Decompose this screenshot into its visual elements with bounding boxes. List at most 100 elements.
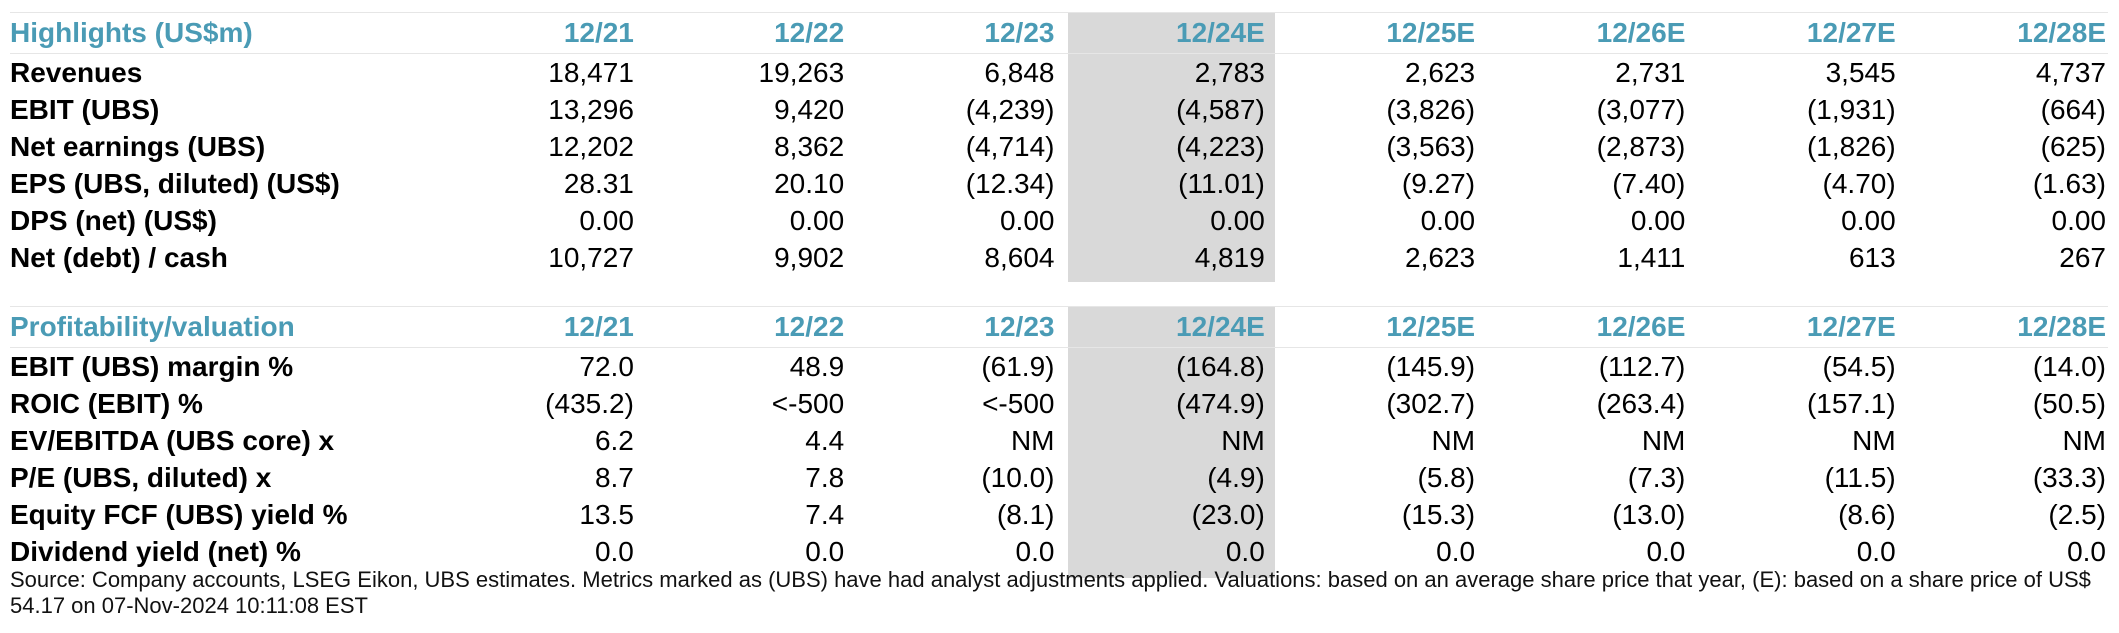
cell-value: 9,420	[774, 94, 845, 125]
cell-value: (11.5)	[1824, 462, 1896, 493]
cell-value: 72.0	[579, 351, 634, 382]
cell-value: (50.5)	[2032, 388, 2106, 419]
table-row: DPS (net) (US$) 0.00 0.00 0.00 0.00 0.00…	[10, 202, 2108, 239]
cell-value: 2,783	[1194, 57, 1265, 88]
cell-value: 3,545	[1825, 57, 1896, 88]
table-row: Net earnings (UBS) 12,202 8,362 (4,714) …	[10, 128, 2108, 165]
cell-value: 2,623	[1405, 57, 1476, 88]
cell-value: 6.2	[594, 425, 634, 456]
table-row: Dividend yield (net) % 0.0 0.0 0.0 0.0 0…	[10, 533, 2108, 570]
cell-value: (11.01)	[1178, 168, 1265, 199]
cell-value: 1,411	[1617, 242, 1686, 273]
row-label: EV/EBITDA (UBS core) x	[10, 425, 335, 456]
estimate-column-highlight	[1068, 306, 1275, 578]
cell-value: (7.40)	[1612, 168, 1686, 199]
cell-value: (61.9)	[981, 351, 1055, 382]
cell-value: 0.0	[1015, 536, 1055, 567]
cell-value: (10.0)	[981, 462, 1055, 493]
cell-value: 0.00	[999, 205, 1055, 236]
cell-value: (112.7)	[1598, 351, 1686, 382]
cell-value: (14.0)	[2032, 351, 2106, 382]
cell-value: 0.0	[2067, 536, 2106, 567]
table-row: Equity FCF (UBS) yield % 13.5 7.4 (8.1) …	[10, 496, 2108, 533]
cell-value: (474.9)	[1176, 388, 1265, 419]
cell-value: 0.00	[1420, 205, 1476, 236]
row-label: Revenues	[10, 57, 143, 88]
cell-value: (23.0)	[1191, 499, 1265, 530]
column-header: 12/22	[635, 306, 847, 348]
cell-value: <-500	[982, 388, 1055, 419]
cell-value: (1.63)	[2032, 168, 2106, 199]
cell-value: 8.7	[594, 462, 634, 493]
cell-value: 267	[2059, 242, 2106, 273]
cell-value: (664)	[2040, 94, 2106, 125]
cell-value: NM	[1641, 425, 1686, 456]
cell-value: 4,819	[1194, 242, 1265, 273]
column-header: 12/28E	[1897, 306, 2108, 348]
column-header: 12/27E	[1687, 12, 1898, 54]
cell-value: 10,727	[548, 242, 634, 273]
table-row: Net (debt) / cash 10,727 9,902 8,604 4,8…	[10, 239, 2108, 276]
highlights-header-row: Highlights (US$m) 12/21 12/22 12/23 12/2…	[10, 12, 2108, 54]
cell-value: 0.0	[594, 536, 634, 567]
cell-value: (4.70)	[1822, 168, 1896, 199]
column-header: 12/21	[425, 12, 636, 54]
table-row: EV/EBITDA (UBS core) x 6.2 4.4 NM NM NM …	[10, 422, 2108, 459]
cell-value: (4,239)	[965, 94, 1055, 125]
cell-value: (3,826)	[1386, 94, 1476, 125]
column-header: 12/28E	[1897, 12, 2108, 54]
cell-value: (263.4)	[1596, 388, 1686, 419]
row-label: EBIT (UBS)	[10, 94, 160, 125]
cell-value: (4.9)	[1207, 462, 1265, 493]
cell-value: NM	[1010, 425, 1055, 456]
row-label: Net (debt) / cash	[10, 242, 228, 273]
row-label: Net earnings (UBS)	[10, 131, 266, 162]
cell-value: (4,223)	[1176, 131, 1265, 162]
cell-value: (625)	[2040, 131, 2106, 162]
cell-value: (2.5)	[2048, 499, 2106, 530]
row-label: DPS (net) (US$)	[10, 205, 217, 236]
cell-value: (9.27)	[1401, 168, 1476, 199]
table-row: Revenues 18,471 19,263 6,848 2,783 2,623…	[10, 54, 2108, 92]
column-header: 12/26E	[1477, 12, 1688, 54]
cell-value: 20.10	[774, 168, 845, 199]
cell-value: (5.8)	[1417, 462, 1476, 493]
cell-value: (12.34)	[965, 168, 1055, 199]
cell-value: 0.0	[1646, 536, 1686, 567]
cell-value: (15.3)	[1401, 499, 1476, 530]
cell-value: (7.3)	[1627, 462, 1686, 493]
cell-value: (1,931)	[1806, 94, 1896, 125]
cell-value: (3,077)	[1596, 94, 1686, 125]
cell-value: <-500	[771, 388, 845, 419]
cell-value: (302.7)	[1386, 388, 1476, 419]
cell-value: 7.8	[805, 462, 845, 493]
cell-value: 0.0	[1856, 536, 1896, 567]
profitability-table: Profitability/valuation 12/21 12/22 12/2…	[10, 306, 2108, 570]
highlights-table: Highlights (US$m) 12/21 12/22 12/23 12/2…	[10, 12, 2108, 276]
column-header: 12/23	[846, 12, 1057, 54]
row-label: EBIT (UBS) margin %	[10, 351, 294, 382]
cell-value: (4,714)	[965, 131, 1055, 162]
cell-value: (8.1)	[996, 499, 1055, 530]
cell-value: (145.9)	[1386, 351, 1476, 382]
highlights-title: Highlights (US$m)	[10, 12, 426, 54]
column-header: 12/24E	[1056, 12, 1267, 54]
cell-value: NM	[1221, 425, 1265, 456]
profitability-header-row: Profitability/valuation 12/21 12/22 12/2…	[10, 306, 2108, 348]
cell-value: 0.00	[1630, 205, 1686, 236]
cell-value: 8,604	[984, 242, 1055, 273]
cell-value: 28.31	[563, 168, 634, 199]
cell-value: 2,731	[1615, 57, 1686, 88]
profitability-title: Profitability/valuation	[10, 306, 426, 348]
column-header: 12/26E	[1477, 306, 1688, 348]
row-label: P/E (UBS, diluted) x	[10, 462, 272, 493]
cell-value: 0.00	[1841, 205, 1896, 236]
cell-value: (1,826)	[1806, 131, 1896, 162]
cell-value: NM	[1431, 425, 1476, 456]
cell-value: 13.5	[579, 499, 634, 530]
column-header: 12/23	[846, 306, 1057, 348]
cell-value: (164.8)	[1176, 351, 1265, 382]
cell-value: 0.00	[1210, 205, 1265, 236]
cell-value: 0.00	[579, 205, 634, 236]
column-header: 12/22	[635, 12, 847, 54]
